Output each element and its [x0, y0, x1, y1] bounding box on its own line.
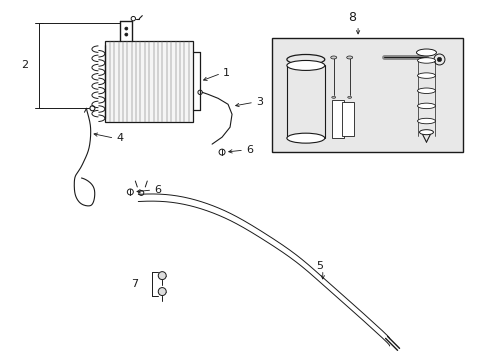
- Ellipse shape: [417, 58, 435, 63]
- Text: 4: 4: [116, 133, 123, 143]
- Text: 3: 3: [255, 97, 263, 107]
- Ellipse shape: [286, 60, 324, 71]
- Text: 7: 7: [130, 279, 138, 289]
- Circle shape: [124, 27, 127, 30]
- Circle shape: [158, 272, 166, 280]
- Text: 2: 2: [21, 60, 28, 71]
- Ellipse shape: [286, 133, 324, 143]
- Bar: [331, 100, 343, 138]
- Ellipse shape: [419, 130, 432, 135]
- Ellipse shape: [331, 96, 335, 98]
- Circle shape: [124, 33, 127, 36]
- Text: 8: 8: [347, 11, 356, 24]
- Text: 6: 6: [154, 185, 161, 195]
- Bar: [271, 37, 463, 152]
- Ellipse shape: [417, 88, 435, 94]
- Ellipse shape: [417, 103, 435, 109]
- Text: 1: 1: [223, 68, 229, 78]
- Ellipse shape: [346, 56, 352, 59]
- Ellipse shape: [416, 49, 436, 56]
- Text: 5: 5: [316, 261, 323, 271]
- Text: 6: 6: [245, 145, 252, 155]
- Bar: [341, 102, 353, 136]
- Ellipse shape: [330, 56, 336, 59]
- Ellipse shape: [347, 96, 351, 98]
- Circle shape: [158, 288, 166, 296]
- Ellipse shape: [417, 73, 435, 78]
- Circle shape: [436, 57, 441, 62]
- Bar: [105, 41, 193, 122]
- Ellipse shape: [417, 118, 435, 124]
